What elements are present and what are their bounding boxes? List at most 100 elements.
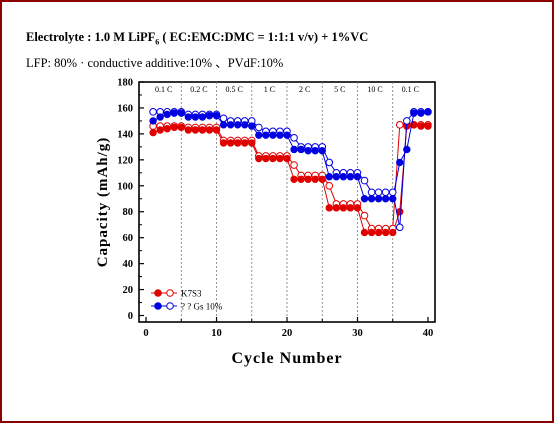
- series-gs10-charge-point: [410, 109, 418, 117]
- series-k7s3-charge-point: [226, 139, 235, 147]
- series-k7s3-charge-point: [325, 204, 333, 212]
- series-gs10-charge-point: [269, 131, 277, 139]
- series-k7s3-charge-point: [304, 175, 312, 183]
- y-tick-label: 20: [123, 285, 134, 296]
- series-k7s3-charge-point: [346, 204, 355, 212]
- series-gs10-charge-point: [339, 173, 348, 181]
- y-tick-label: 100: [117, 181, 133, 192]
- series-k7s3-charge-point: [255, 154, 263, 163]
- series-gs10-charge-point: [353, 173, 362, 181]
- series-gs10-discharge-point: [325, 158, 334, 167]
- series-k7s3-discharge-point: [395, 121, 404, 129]
- series-k7s3-charge-point: [311, 175, 319, 183]
- x-tick-label: 0: [143, 328, 148, 339]
- x-tick-label: 30: [352, 328, 363, 339]
- series-gs10-charge-point: [360, 195, 369, 203]
- electrolyte-text: Electrolyte : 1.0 M LiPF: [26, 30, 156, 44]
- rate-label: 5 C: [334, 85, 345, 94]
- series-k7s3-charge-point: [389, 228, 397, 237]
- series-gs10-charge-point: [389, 195, 397, 203]
- series-gs10-charge-point: [381, 195, 390, 203]
- series-gs10-charge-point: [177, 109, 185, 117]
- legend-gs10-open-marker: [166, 302, 174, 310]
- series-gs10-charge-point: [191, 113, 200, 121]
- series-gs10-charge-point: [367, 195, 376, 203]
- rate-label: 2 C: [299, 85, 310, 94]
- series-k7s3-charge-point: [149, 128, 157, 137]
- series-k7s3-charge-point: [381, 228, 390, 237]
- series-gs10-charge-point: [198, 113, 207, 121]
- series-gs10-charge-point: [170, 109, 178, 117]
- series-k7s3-charge-point: [374, 228, 383, 237]
- series-k7s3-charge-point: [353, 204, 362, 212]
- series-k7s3-discharge-point: [290, 161, 298, 169]
- legend-gs10-filled-marker: [154, 302, 162, 310]
- series-k7s3-charge-point: [248, 139, 256, 147]
- electrolyte-ratio-text: ( EC:EMC:DMC = 1:1:1 v/v) + 1%VC: [159, 30, 369, 44]
- series-gs10-charge-point: [262, 131, 270, 139]
- series-k7s3-charge-point: [367, 228, 376, 237]
- y-tick-label: 80: [123, 207, 134, 218]
- series-gs10-charge-point: [163, 110, 171, 119]
- series-k7s3-charge-point: [318, 175, 326, 183]
- series-gs10-discharge-point: [290, 133, 298, 142]
- rate-label: 0.1 C: [402, 85, 419, 94]
- series-gs10-discharge-point: [149, 108, 157, 116]
- series-gs10-charge-point: [276, 131, 284, 139]
- series-k7s3-charge-point: [219, 139, 228, 147]
- y-tick-label: 60: [123, 233, 134, 244]
- series-k7s3-discharge-point: [360, 211, 369, 220]
- series-k7s3-charge-point: [424, 122, 432, 130]
- series-k7s3-charge-point: [156, 126, 164, 134]
- electrolyte-heading: Electrolyte : 1.0 M LiPF6 ( EC:EMC:DMC =…: [26, 30, 368, 47]
- legend-k7s3-open-marker: [166, 289, 174, 297]
- series-gs10-charge-point: [332, 173, 341, 181]
- series-k7s3-charge-point: [233, 139, 242, 147]
- series-gs10-charge-point: [311, 147, 319, 155]
- series-gs10-charge-point: [233, 121, 242, 129]
- y-tick-label: 160: [117, 103, 133, 114]
- legend-k7s3-label: K7S3: [181, 289, 202, 299]
- series-gs10-charge-point: [297, 145, 305, 154]
- series-gs10-charge-point: [255, 131, 263, 139]
- series-gs10-charge-point: [248, 122, 256, 130]
- rate-label: 0.1 C: [155, 85, 172, 94]
- series-gs10-charge-point: [417, 109, 425, 117]
- series-gs10-charge-point: [283, 131, 291, 139]
- series-gs10-charge-point: [205, 112, 214, 120]
- series-k7s3-charge-point: [297, 175, 305, 183]
- x-axis-title: Cycle Number: [231, 350, 342, 367]
- x-tick-label: 10: [211, 328, 222, 339]
- series-gs10-charge-point: [212, 112, 221, 120]
- series-gs10-charge-point: [318, 147, 326, 155]
- series-k7s3-charge-point: [184, 126, 193, 134]
- series-gs10-discharge-point: [360, 176, 369, 185]
- series-gs10-charge-point: [346, 173, 355, 181]
- rate-label: 0.2 C: [190, 85, 207, 94]
- series-gs10-charge-point: [149, 117, 157, 125]
- rate-label: 0.5 C: [225, 85, 242, 94]
- y-axis-title: Capacity (mAh/g): [95, 137, 111, 268]
- series-k7s3-charge-point: [212, 126, 221, 134]
- series-gs10-charge-point: [403, 145, 411, 154]
- series-gs10-discharge-point: [255, 123, 263, 132]
- series-gs10-discharge-point: [403, 117, 411, 125]
- series-k7s3-charge-point: [163, 125, 171, 133]
- series-k7s3-charge-point: [269, 154, 277, 163]
- series-gs10-charge-point: [396, 158, 404, 167]
- series-gs10-discharge-point: [395, 223, 404, 232]
- series-gs10-charge-point: [290, 145, 298, 154]
- series-k7s3-charge-point: [262, 154, 270, 163]
- series-k7s3-charge-point: [177, 123, 185, 132]
- y-tick-label: 0: [128, 311, 133, 322]
- series-k7s3-charge-point: [191, 126, 200, 134]
- series-gs10-discharge-point: [367, 188, 376, 197]
- x-tick-label: 40: [423, 328, 434, 339]
- series-gs10-charge-point: [304, 147, 312, 155]
- series-gs10-charge-point: [241, 121, 249, 129]
- series-gs10-discharge-point: [381, 188, 390, 197]
- rate-label: 10 C: [367, 85, 382, 94]
- x-tick-label: 20: [282, 328, 293, 339]
- y-tick-label: 180: [117, 78, 133, 89]
